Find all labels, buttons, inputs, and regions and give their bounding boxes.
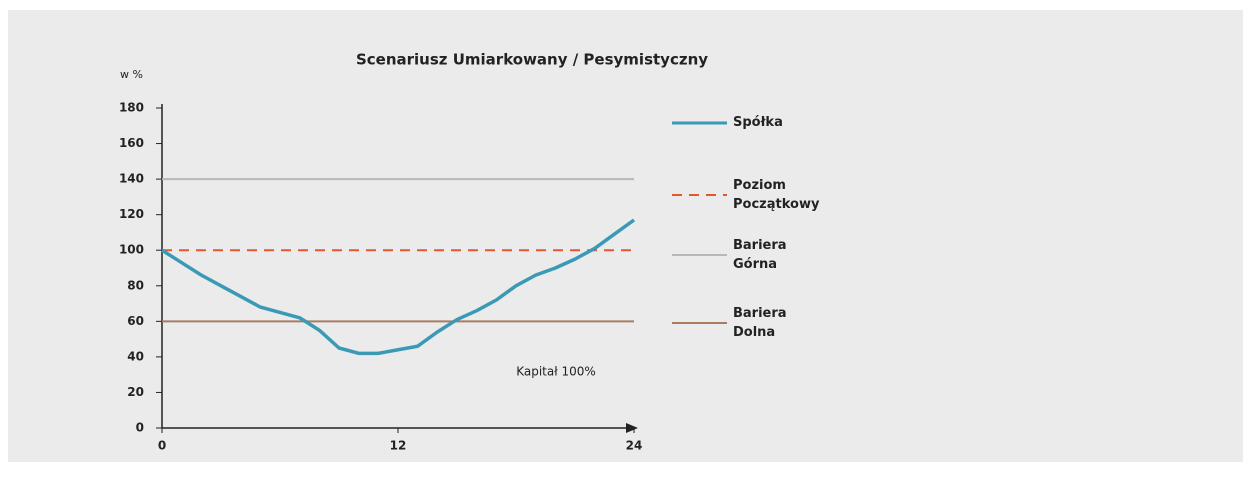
y-tick-label: 140 xyxy=(119,172,144,186)
annotation: Kapitał 100% xyxy=(516,365,596,379)
legend-label: Bariera Górna xyxy=(733,238,787,272)
chart-title: Scenariusz Umiarkowany / Pesymistyczny xyxy=(356,51,708,69)
y-tick-label: 60 xyxy=(127,314,144,328)
x-tick-label: 12 xyxy=(390,439,407,453)
y-tick-label: 40 xyxy=(127,349,144,363)
x-tick-label: 24 xyxy=(626,439,643,453)
y-tick-label: 20 xyxy=(127,385,144,399)
legend-label: Poziom Początkowy xyxy=(733,178,820,212)
y-tick-label: 80 xyxy=(127,278,144,292)
x-tick-label: 0 xyxy=(158,439,166,453)
legend-label: Spółka xyxy=(733,115,783,130)
y-tick-label: 100 xyxy=(119,243,144,257)
y-tick-label: 180 xyxy=(119,101,144,115)
y-tick-label: 120 xyxy=(119,207,144,221)
series-line xyxy=(161,218,636,356)
y-tick-label: 160 xyxy=(119,136,144,150)
legend-label: Bariera Dolna xyxy=(733,306,787,340)
x-axis-arrow xyxy=(626,423,638,433)
y-axis-label: w % xyxy=(120,68,143,81)
panel xyxy=(8,10,1243,462)
y-tick-label: 0 xyxy=(136,421,144,435)
